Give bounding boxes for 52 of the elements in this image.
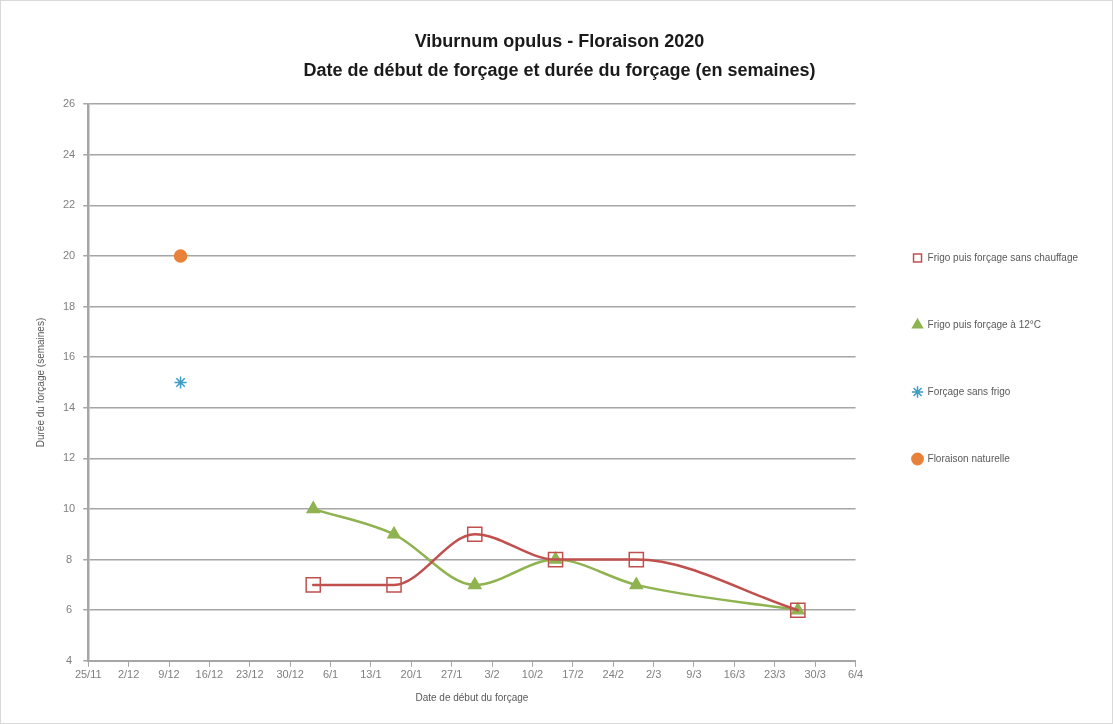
point bbox=[466, 526, 483, 543]
y-axis-title: Durée du forçage (semaines) bbox=[34, 317, 46, 448]
y-tick-label: 14 bbox=[62, 400, 76, 413]
y-tick-label: 6 bbox=[66, 603, 73, 616]
x-tick-label: 24/2 bbox=[602, 668, 624, 681]
x-tick-label: 6/4 bbox=[847, 668, 864, 681]
x-tick-label: 16/12 bbox=[195, 668, 224, 681]
point bbox=[173, 375, 188, 390]
legend-label: Frigo puis forçage sans chauffage bbox=[927, 251, 1079, 263]
y-tick-label: 20 bbox=[62, 249, 76, 262]
point bbox=[629, 577, 644, 590]
x-tick-label: 30/12 bbox=[276, 668, 304, 681]
legend-label: Frigo puis forçage à 12°C bbox=[927, 318, 1042, 330]
x-tick-label: 30/3 bbox=[804, 668, 826, 681]
x-tick-label: 13/1 bbox=[360, 668, 382, 681]
y-tick-label: 16 bbox=[62, 350, 76, 363]
x-tick-label: 3/2 bbox=[484, 668, 500, 681]
x-tick-label: 9/12 bbox=[158, 668, 180, 681]
y-tick-label: 24 bbox=[62, 147, 76, 160]
legend-label: Floraison naturelle bbox=[927, 452, 1011, 464]
x-tick-label: 9/3 bbox=[686, 668, 702, 681]
y-tick-label: 10 bbox=[62, 502, 76, 515]
x-tick-label: 6/1 bbox=[322, 668, 339, 681]
y-tick-label: 12 bbox=[62, 451, 76, 464]
point bbox=[305, 577, 322, 593]
y-tick-label: 22 bbox=[62, 198, 76, 211]
point bbox=[306, 501, 321, 514]
x-tick-label: 10/2 bbox=[521, 668, 544, 681]
legend-label: Forçage sans frigo bbox=[927, 385, 1011, 397]
point bbox=[467, 577, 482, 590]
point bbox=[387, 526, 401, 539]
x-tick-label: 25/11 bbox=[74, 668, 102, 681]
y-tick-label: 8 bbox=[66, 552, 73, 565]
x-tick-label: 2/3 bbox=[645, 668, 662, 681]
point bbox=[173, 249, 188, 263]
x-tick-label: 2/12 bbox=[117, 668, 140, 681]
x-axis-title: Date de début du forçage bbox=[415, 691, 529, 703]
point bbox=[386, 577, 402, 593]
x-tick-label: 23/3 bbox=[764, 668, 786, 681]
y-tick-label: 26 bbox=[62, 97, 76, 110]
point bbox=[790, 602, 806, 619]
chart-title: Viburnum opulus - Floraison 2020 bbox=[414, 30, 705, 51]
x-tick-label: 16/3 bbox=[723, 668, 746, 681]
x-tick-label: 20/1 bbox=[400, 668, 423, 681]
y-tick-label: 18 bbox=[62, 299, 76, 312]
x-tick-label: 17/2 bbox=[562, 668, 584, 681]
x-tick-label: 23/12 bbox=[236, 668, 264, 681]
chart-subtitle: Date de début de forçage et durée du forçage (en semaines) bbox=[303, 60, 816, 81]
y-tick-label: 4 bbox=[66, 653, 73, 666]
x-tick-label: 27/1 bbox=[440, 668, 463, 681]
point bbox=[547, 551, 564, 568]
point bbox=[628, 551, 645, 568]
